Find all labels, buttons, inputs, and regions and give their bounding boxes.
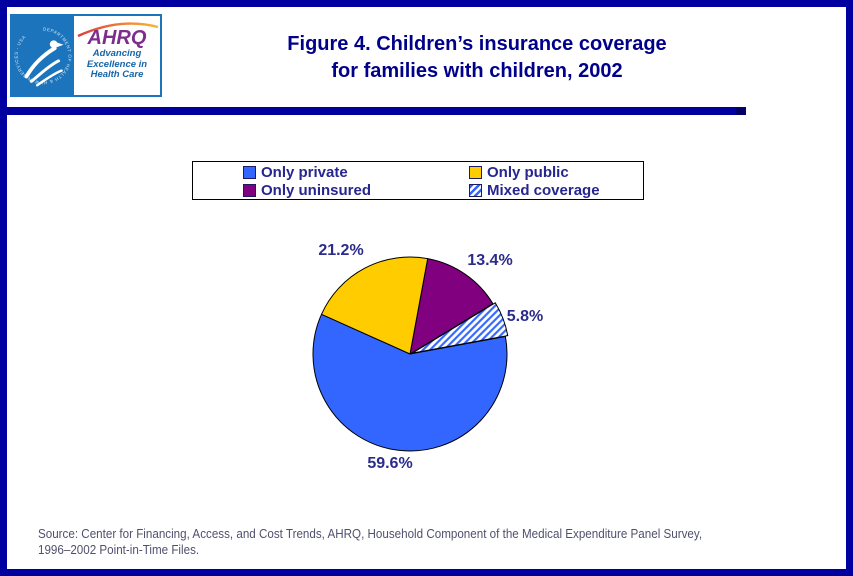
legend-item-only-uninsured: Only uninsured xyxy=(243,182,469,199)
hhs-seal: DEPARTMENT OF HEALTH & HUMAN SERVICES - … xyxy=(12,16,74,95)
pie-label-only-uninsured: 13.4% xyxy=(467,252,513,269)
pie-slice-only-public xyxy=(320,256,429,355)
source-line1: Source: Center for Financing, Access, an… xyxy=(38,527,703,541)
legend-label-mixed-coverage: Mixed coverage xyxy=(487,181,600,199)
tagline-line2: Excellence in xyxy=(86,58,148,70)
tagline-line1: Advancing xyxy=(92,48,142,59)
pie-slice-only-private xyxy=(312,313,508,452)
ahrq-wordmark: AHRQ xyxy=(87,27,147,49)
ahrq-hhs-logo: DEPARTMENT OF HEALTH & HUMAN SERVICES - … xyxy=(10,14,162,97)
ahrq-arc-icon xyxy=(77,22,159,38)
legend-swatch-only-uninsured xyxy=(243,183,256,197)
pie-slice-only-uninsured xyxy=(409,258,494,356)
legend-label-only-uninsured: Only uninsured xyxy=(261,181,372,199)
ahrq-tagline: Advancing Excellence in Health Care xyxy=(86,48,148,81)
figure-title-line1: Figure 4. Children’s insurance coverage xyxy=(287,33,667,55)
pie-chart xyxy=(312,256,509,452)
legend-item-only-private: Only private xyxy=(243,164,469,181)
legend-label-only-public: Only public xyxy=(487,163,569,181)
pie-label-only-private: 59.6% xyxy=(367,455,413,472)
source-line2: 1996–2002 Point-in-Time Files. xyxy=(38,543,200,557)
source-note: Source: Center for Financing, Access, an… xyxy=(38,526,702,558)
ahrq-logo: AHRQ Advancing Excellence in Health Care xyxy=(74,16,160,95)
figure-title-line2: for families with children, 2002 xyxy=(331,60,623,82)
pie-slice-mixed-coverage xyxy=(412,302,509,354)
chart-legend: Only private Only public Only uninsured … xyxy=(192,161,644,200)
legend-item-mixed-coverage: Mixed coverage xyxy=(469,182,643,199)
legend-swatch-only-private xyxy=(243,165,256,179)
legend-swatch-only-public xyxy=(469,165,482,179)
figure-title: Figure 4. Children’s insurance coverage … xyxy=(122,31,832,85)
legend-item-only-public: Only public xyxy=(469,164,643,181)
hhs-eagle-icon: DEPARTMENT OF HEALTH & HUMAN SERVICES - … xyxy=(14,27,72,87)
legend-label-only-private: Only private xyxy=(261,163,348,181)
tagline-line3: Health Care xyxy=(90,69,144,80)
header-divider-bar xyxy=(7,107,746,115)
legend-swatch-mixed-coverage xyxy=(469,183,482,197)
pie-label-mixed-coverage: 5.8% xyxy=(506,308,544,325)
pie-label-only-public: 21.2% xyxy=(318,242,364,259)
